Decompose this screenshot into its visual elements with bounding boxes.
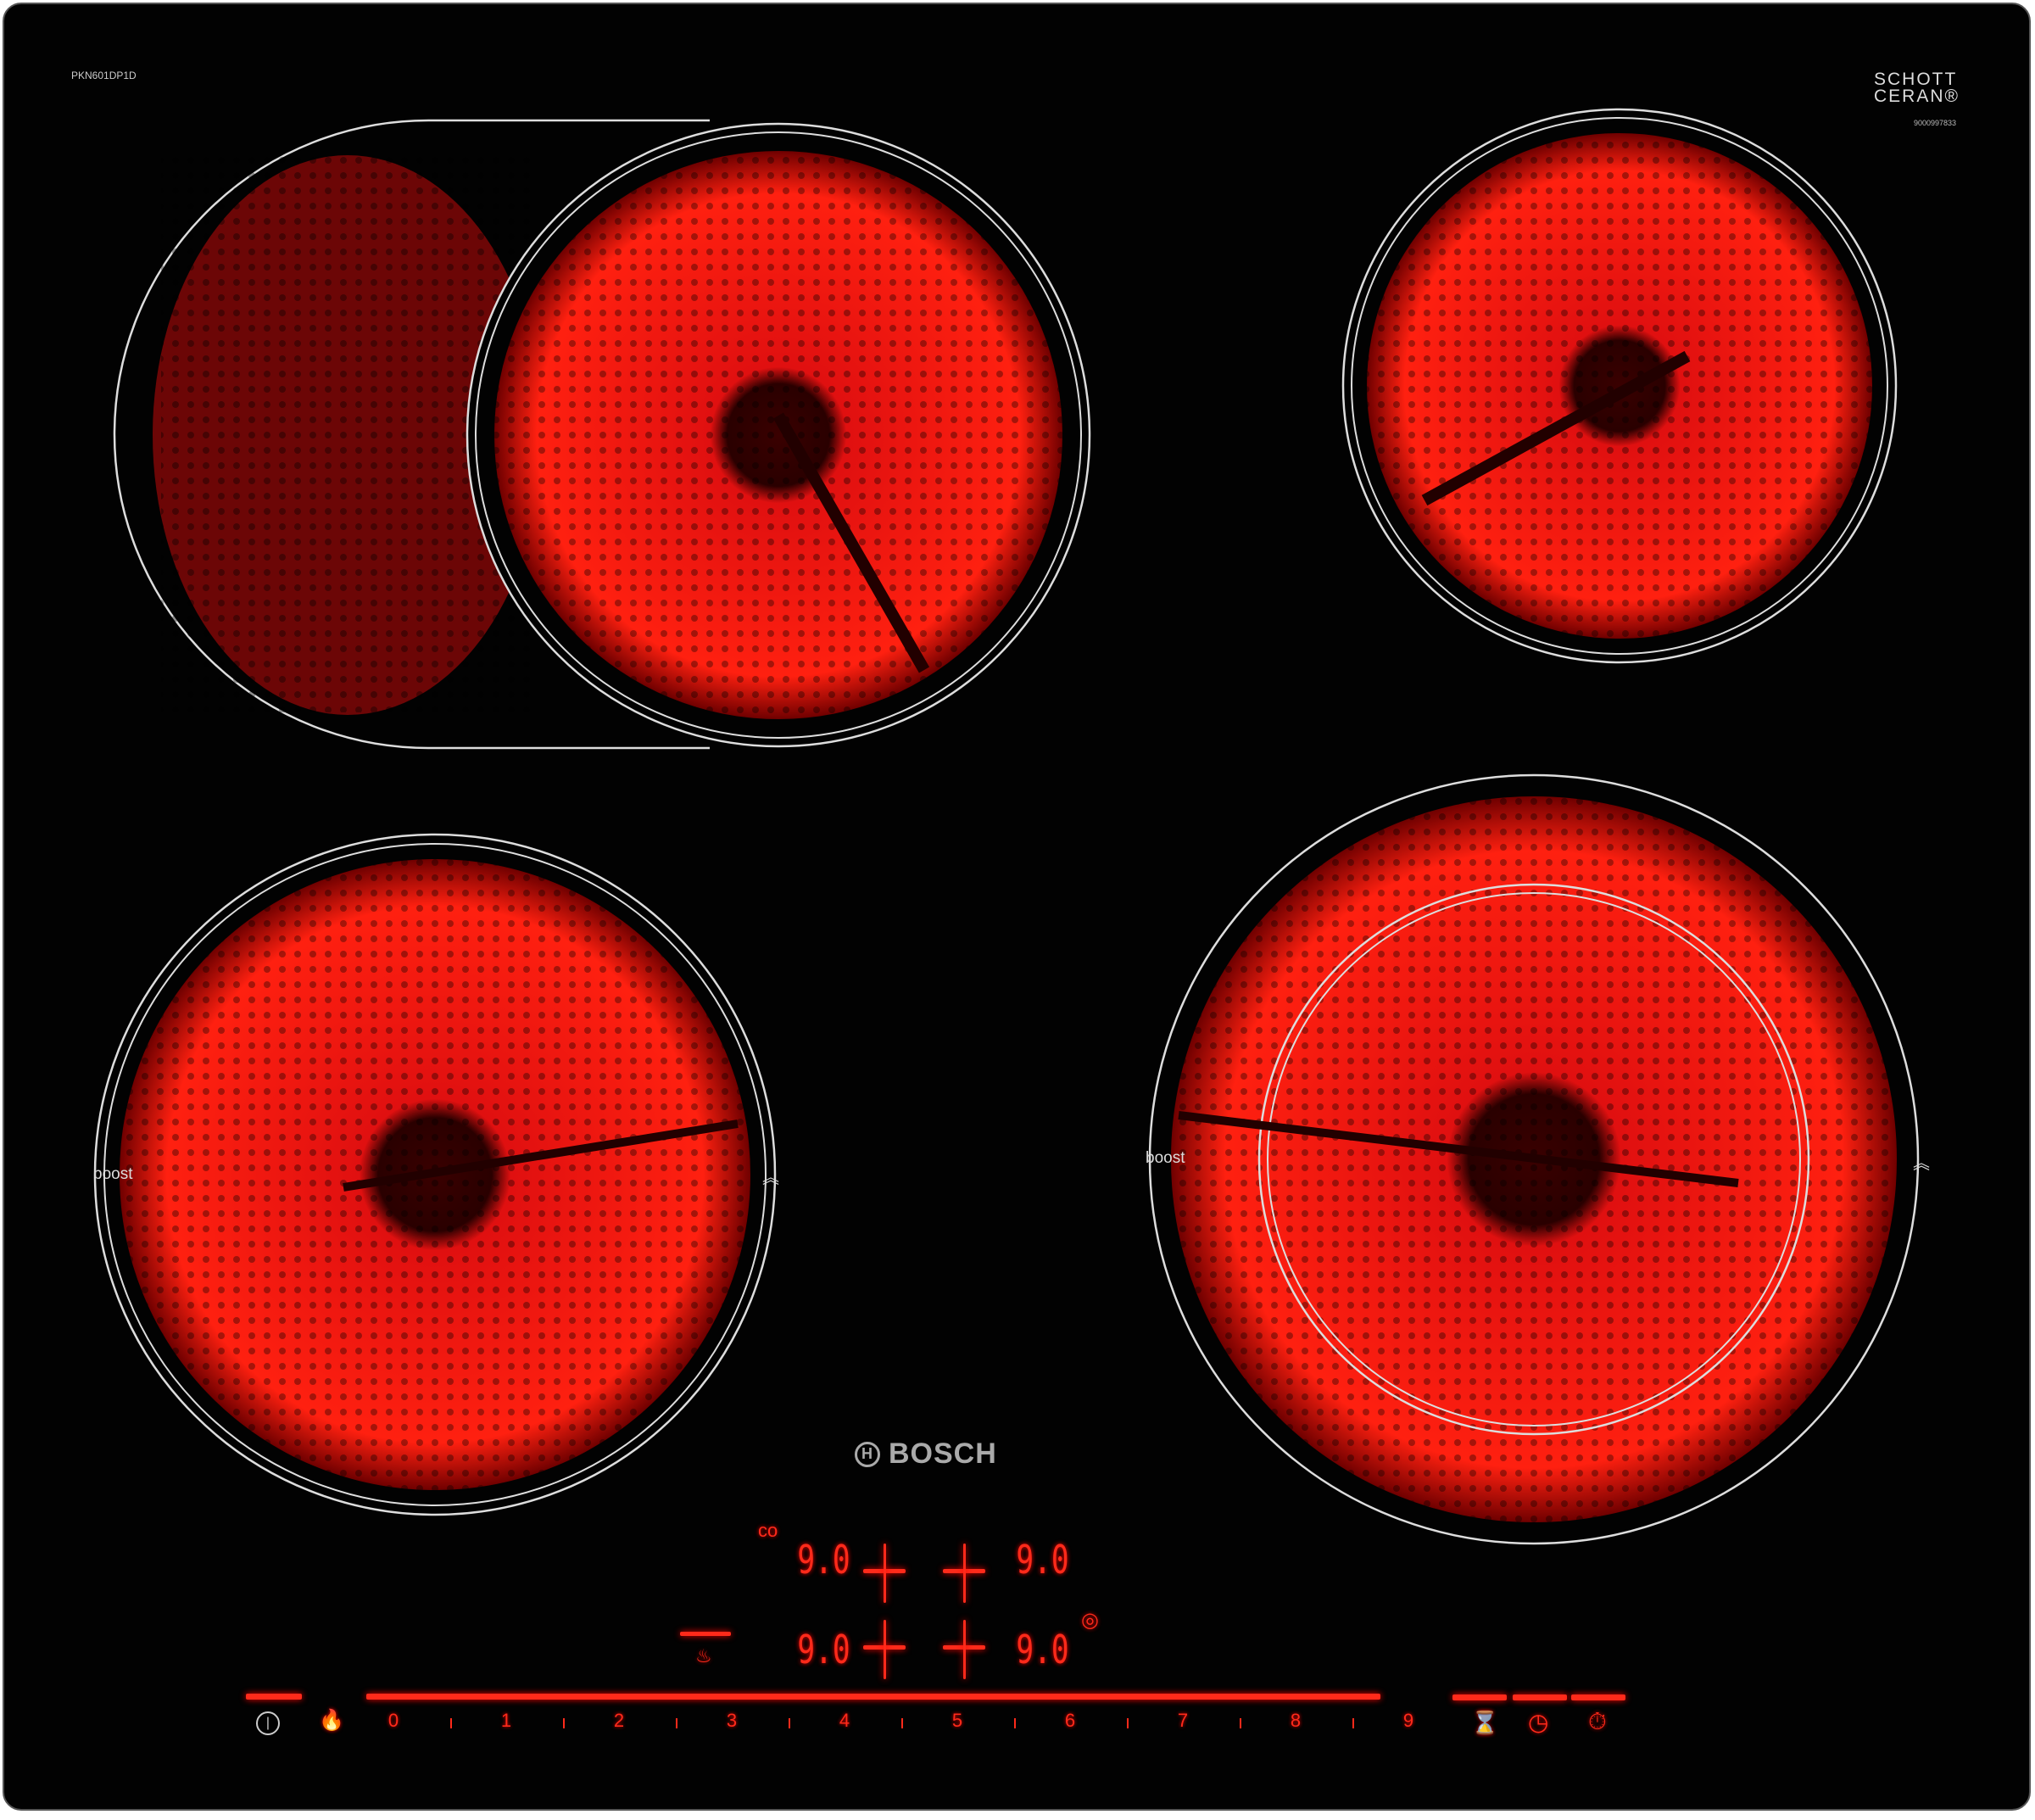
boost-label-right: boost xyxy=(1146,1149,1185,1167)
power-button[interactable]: | xyxy=(256,1711,280,1735)
timer-indicator xyxy=(1452,1694,1507,1700)
double-chevron-icon: ︽ xyxy=(762,1169,779,1187)
power-indicator xyxy=(246,1694,302,1700)
slider-level-8[interactable]: 8 xyxy=(1290,1710,1302,1731)
slider-half-step-tick[interactable] xyxy=(563,1718,565,1728)
brand-logo: H BOSCH xyxy=(855,1438,997,1471)
slider-level-9[interactable]: 9 xyxy=(1402,1710,1414,1731)
power-level-slider[interactable] xyxy=(366,1694,1380,1700)
slider-half-step-tick[interactable] xyxy=(789,1718,790,1728)
slider-level-2[interactable]: 2 xyxy=(613,1710,625,1731)
slider-half-step-tick[interactable] xyxy=(676,1718,677,1728)
zone-rear-right[interactable] xyxy=(1341,108,1898,664)
serial-number: 9000997833 xyxy=(1914,119,1957,127)
zone-indicator-bar xyxy=(680,1632,731,1636)
slider-level-3[interactable]: 3 xyxy=(726,1710,738,1731)
hourglass-icon[interactable]: ⌛ xyxy=(1471,1710,1499,1735)
slider-half-step-tick[interactable] xyxy=(450,1718,452,1728)
model-number: PKN601DP1D xyxy=(71,70,137,81)
dual-ring-icon: ◎ xyxy=(1081,1609,1099,1632)
slider-half-step-tick[interactable] xyxy=(1240,1718,1241,1728)
slider-level-5[interactable]: 5 xyxy=(951,1710,963,1731)
child-lock-button[interactable]: 🔥 xyxy=(319,1709,344,1732)
slider-half-step-tick[interactable] xyxy=(1014,1718,1016,1728)
pot-icon: ♨ xyxy=(695,1645,712,1666)
slider-half-step-tick[interactable] xyxy=(1127,1718,1129,1728)
glass-brand-line1: SCHOTT xyxy=(1874,70,1958,89)
display-rear-left: 9.0 xyxy=(797,1537,850,1583)
display-rear-right: 9.0 xyxy=(1016,1537,1069,1583)
zone-front-left[interactable] xyxy=(93,833,777,1516)
timer-indicator xyxy=(1571,1694,1625,1700)
slider-half-step-tick[interactable] xyxy=(901,1718,903,1728)
glass-brand-line2: CERAN® xyxy=(1874,87,1960,106)
slider-level-1[interactable]: 1 xyxy=(500,1710,512,1731)
double-chevron-icon: ︽ xyxy=(1913,1154,1930,1173)
slider-half-step-tick[interactable] xyxy=(1352,1718,1354,1728)
dual-zone-icon: co xyxy=(758,1520,778,1541)
glass-brand-logo: SCHOTT CERAN® xyxy=(1874,70,1960,106)
brand-name: BOSCH xyxy=(889,1438,997,1470)
slider-level-4[interactable]: 4 xyxy=(839,1710,850,1731)
zone-rear-left-dual[interactable] xyxy=(113,119,1091,750)
slider-level-7[interactable]: 7 xyxy=(1177,1710,1189,1731)
stopwatch-icon[interactable]: ⏱ xyxy=(1588,1708,1607,1734)
slider-level-0[interactable]: 0 xyxy=(387,1710,399,1731)
zone-front-right-dual[interactable] xyxy=(1148,773,1920,1545)
boost-label-left: boost xyxy=(93,1165,133,1183)
display-front-left: 9.0 xyxy=(797,1627,850,1672)
clock-icon[interactable]: ◷ xyxy=(1528,1709,1549,1735)
slider-level-6[interactable]: 6 xyxy=(1064,1710,1076,1731)
display-front-right: 9.0 xyxy=(1016,1627,1069,1672)
bosch-armature-icon: H xyxy=(855,1441,880,1467)
timer-indicator xyxy=(1513,1694,1567,1700)
